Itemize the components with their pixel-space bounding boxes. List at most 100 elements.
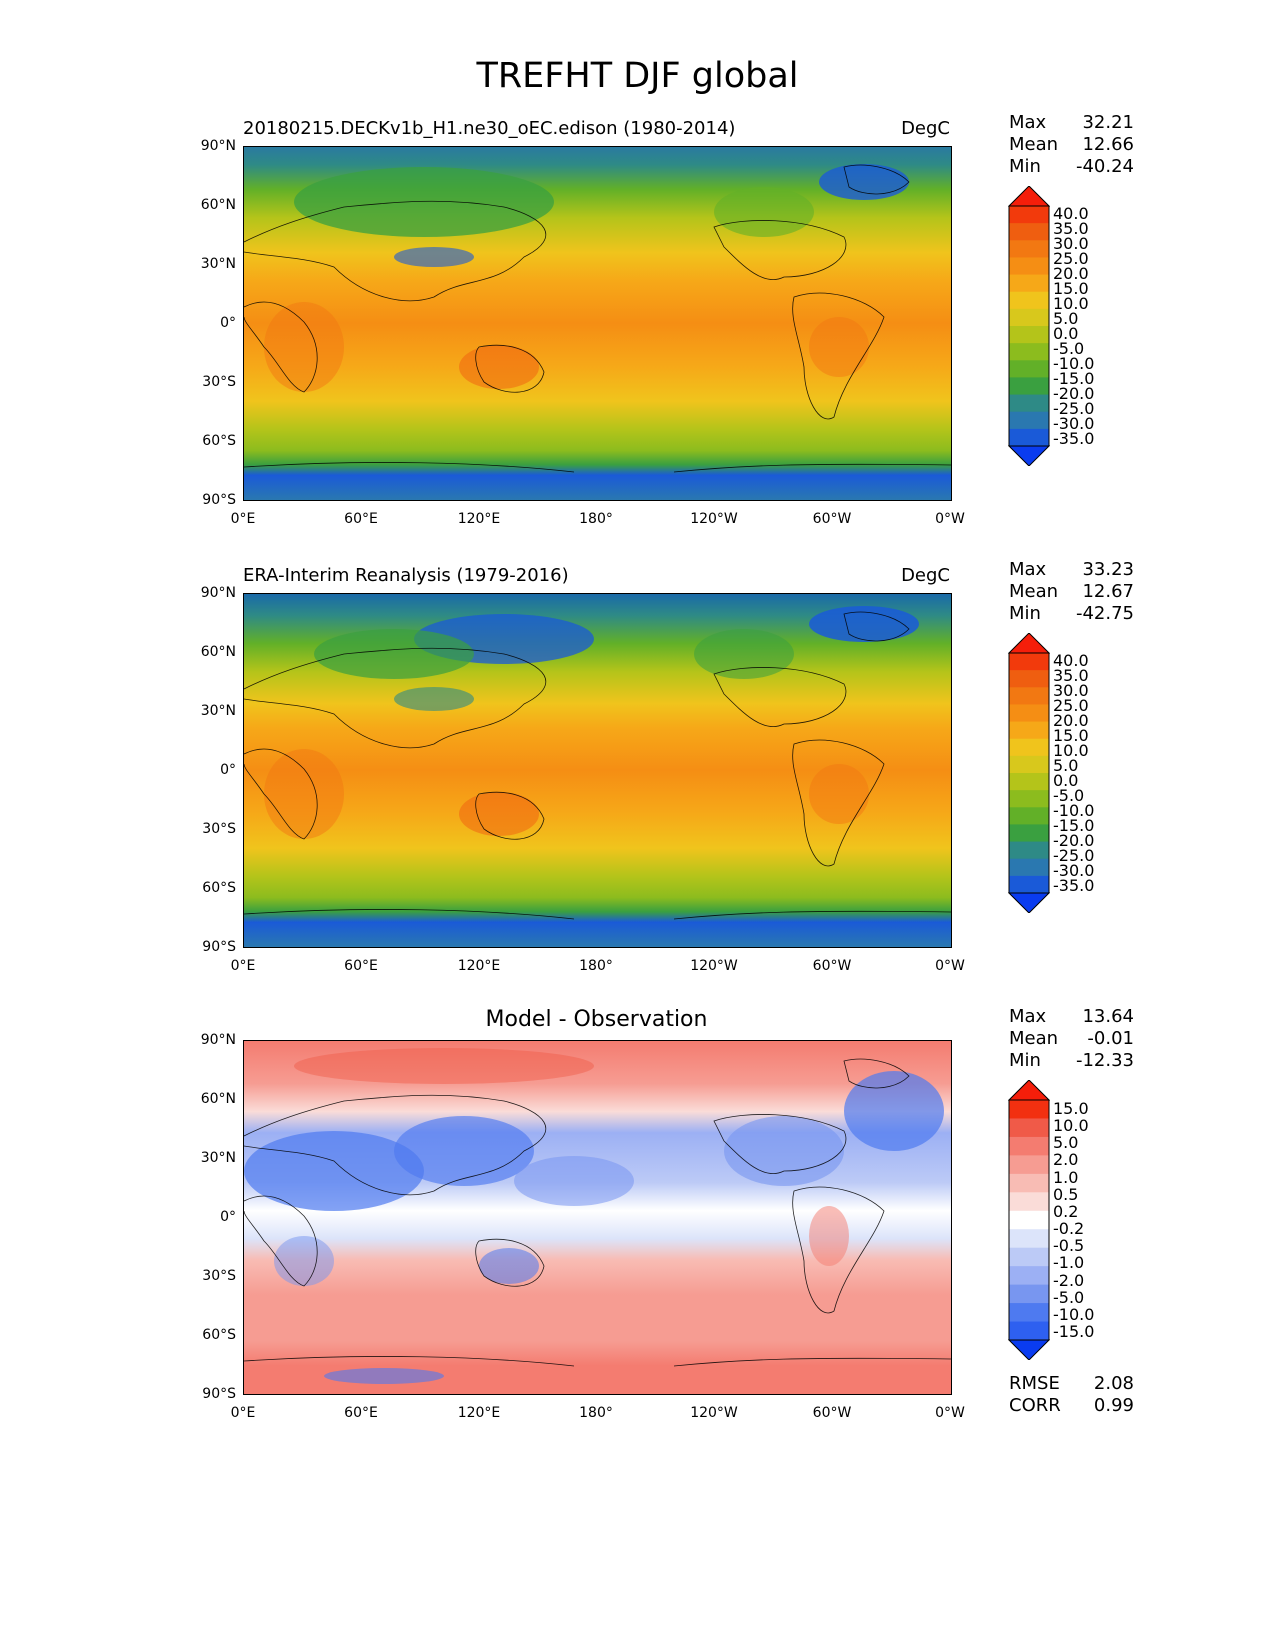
colorbar-tick-label: -1.0	[1053, 1253, 1085, 1273]
colorbar-bin	[1009, 206, 1049, 224]
figure-title: TREFHT DJF global	[476, 56, 799, 96]
colorbar-tick-label: 10.0	[1053, 294, 1089, 313]
p1-lat-tick: 60°S	[202, 433, 236, 449]
colorbar-tick-label: 40.0	[1053, 651, 1089, 670]
p3-lon-tick: 120°W	[690, 1405, 738, 1421]
p1-lon-tick: 0°W	[935, 511, 965, 527]
colorbar-bin	[1009, 377, 1049, 396]
p1-lon-tick: 120°E	[457, 511, 501, 527]
colorbar-extend-min	[1008, 892, 1050, 913]
colorbar-bin	[1009, 721, 1049, 740]
p1-lon-tick: 60°E	[344, 511, 378, 527]
colorbar-tick-label: 15.0	[1053, 279, 1089, 298]
colorbar-bin	[1009, 790, 1049, 808]
stat-mean: 12.67	[1082, 581, 1134, 602]
colorbar-tick-label: -35.0	[1053, 876, 1095, 895]
colorbar-frame	[1008, 1099, 1050, 1341]
p3-lat-tick: 60°N	[200, 1091, 236, 1107]
colorbar-bin	[1009, 1100, 1049, 1119]
colorbar-bin	[1009, 687, 1049, 705]
colorbar-bin	[1009, 738, 1049, 757]
colorbar-bin	[1009, 670, 1049, 688]
colorbar-bin	[1009, 360, 1049, 378]
p1-lat-tick: 60°N	[200, 197, 236, 213]
p2-lat-tick: 60°S	[202, 880, 236, 896]
p3-lon-tick: 120°E	[457, 1405, 501, 1421]
p2-lon-tick: 180°	[579, 958, 613, 974]
colorbar-bin	[1009, 1303, 1049, 1323]
p3-lat-tick: 30°S	[202, 1268, 236, 1284]
panel-1-colorbar	[1008, 186, 1050, 466]
stat-label: Max	[1009, 559, 1047, 580]
colorbar-tick-label: 35.0	[1053, 219, 1089, 238]
colorbar-bin	[1009, 428, 1049, 447]
stat-max: 33.23	[1082, 559, 1134, 580]
stat-label: Mean	[1009, 1028, 1059, 1049]
stat-label: Mean	[1009, 134, 1059, 155]
p3-lon-tick: 0°E	[230, 1405, 256, 1421]
p2-lat-tick: 90°S	[202, 939, 236, 955]
colorbar-extend-min	[1008, 1339, 1050, 1360]
panel-2-map	[243, 593, 952, 948]
p1-lat-tick: 90°S	[202, 492, 236, 508]
p2-lat-tick: 30°S	[202, 821, 236, 837]
colorbar-bin	[1009, 653, 1049, 671]
colorbar-bin	[1009, 240, 1049, 258]
colorbar-tick-label: 30.0	[1053, 234, 1089, 253]
stat-label: CORR	[1009, 1395, 1061, 1416]
p2-lat-tick: 0°	[220, 762, 236, 778]
panel-1-field	[244, 147, 951, 500]
colorbar-frame	[1008, 652, 1050, 894]
colorbar-bin	[1009, 755, 1049, 774]
panel-3-title: Model - Observation	[485, 1007, 708, 1032]
colorbar-tick-label: -2.0	[1053, 1270, 1085, 1290]
p1-lon-tick: 180°	[579, 511, 613, 527]
colorbar-tick-label: 15.0	[1053, 1099, 1089, 1118]
p3-lat-tick: 60°S	[202, 1327, 236, 1343]
p2-lon-tick: 0°E	[230, 958, 256, 974]
stat-mean: 12.66	[1082, 134, 1134, 155]
p3-lon-tick: 60°E	[344, 1405, 378, 1421]
p1-lat-tick: 90°N	[200, 138, 236, 154]
panel-2-units: DegC	[901, 565, 950, 586]
p1-lon-tick: 60°W	[812, 511, 852, 527]
colorbar-bin	[1009, 1321, 1049, 1341]
colorbar-extend-min	[1008, 445, 1050, 466]
colorbar-tick-label: 30.0	[1053, 681, 1089, 700]
panel-3-field	[244, 1041, 951, 1394]
colorbar-tick-label: 40.0	[1053, 204, 1089, 223]
colorbar-tick-label: 35.0	[1053, 666, 1089, 685]
colorbar-tick-label: -5.0	[1053, 339, 1085, 358]
colorbar-bin	[1009, 1210, 1049, 1230]
colorbar-bin	[1009, 1192, 1049, 1212]
p2-lat-tick: 30°N	[200, 703, 236, 719]
colorbar-bin	[1009, 807, 1049, 825]
colorbar-tick-label: 15.0	[1053, 726, 1089, 745]
colorbar-bin	[1009, 875, 1049, 894]
colorbar-frame	[1008, 205, 1050, 447]
stat-label: Mean	[1009, 581, 1059, 602]
p1-lat-tick: 30°S	[202, 374, 236, 390]
p3-lat-tick: 90°S	[202, 1386, 236, 1402]
p2-lon-tick: 120°W	[690, 958, 738, 974]
panel-3-map	[243, 1040, 952, 1395]
stat-label: Max	[1009, 1006, 1047, 1027]
colorbar-tick-label: -0.5	[1053, 1236, 1085, 1256]
colorbar-tick-label: -20.0	[1053, 384, 1095, 403]
panel-2-colorbar	[1008, 633, 1050, 913]
colorbar-bin	[1009, 1173, 1049, 1193]
colorbar-tick-label: 5.0	[1053, 756, 1079, 775]
colorbar-tick-label: 0.5	[1053, 1184, 1079, 1204]
colorbar-tick-label: -10.0	[1053, 1304, 1095, 1324]
stat-max: 13.64	[1082, 1006, 1134, 1027]
p3-lon-tick: 60°W	[812, 1405, 852, 1421]
panel-2-stats: Max 33.23 Mean 12.67 Min -42.75	[1009, 559, 1134, 625]
colorbar-bin	[1009, 858, 1049, 877]
colorbar-tick-label: -15.0	[1053, 1321, 1095, 1341]
colorbar-bin	[1009, 343, 1049, 361]
colorbar-tick-label: 25.0	[1053, 249, 1089, 268]
panel-3-stats: Max 13.64 Mean -0.01 Min -12.33	[1009, 1006, 1134, 1072]
p2-lon-tick: 120°E	[457, 958, 501, 974]
stat-corr: 0.99	[1093, 1395, 1134, 1416]
panel-1-map	[243, 146, 952, 501]
